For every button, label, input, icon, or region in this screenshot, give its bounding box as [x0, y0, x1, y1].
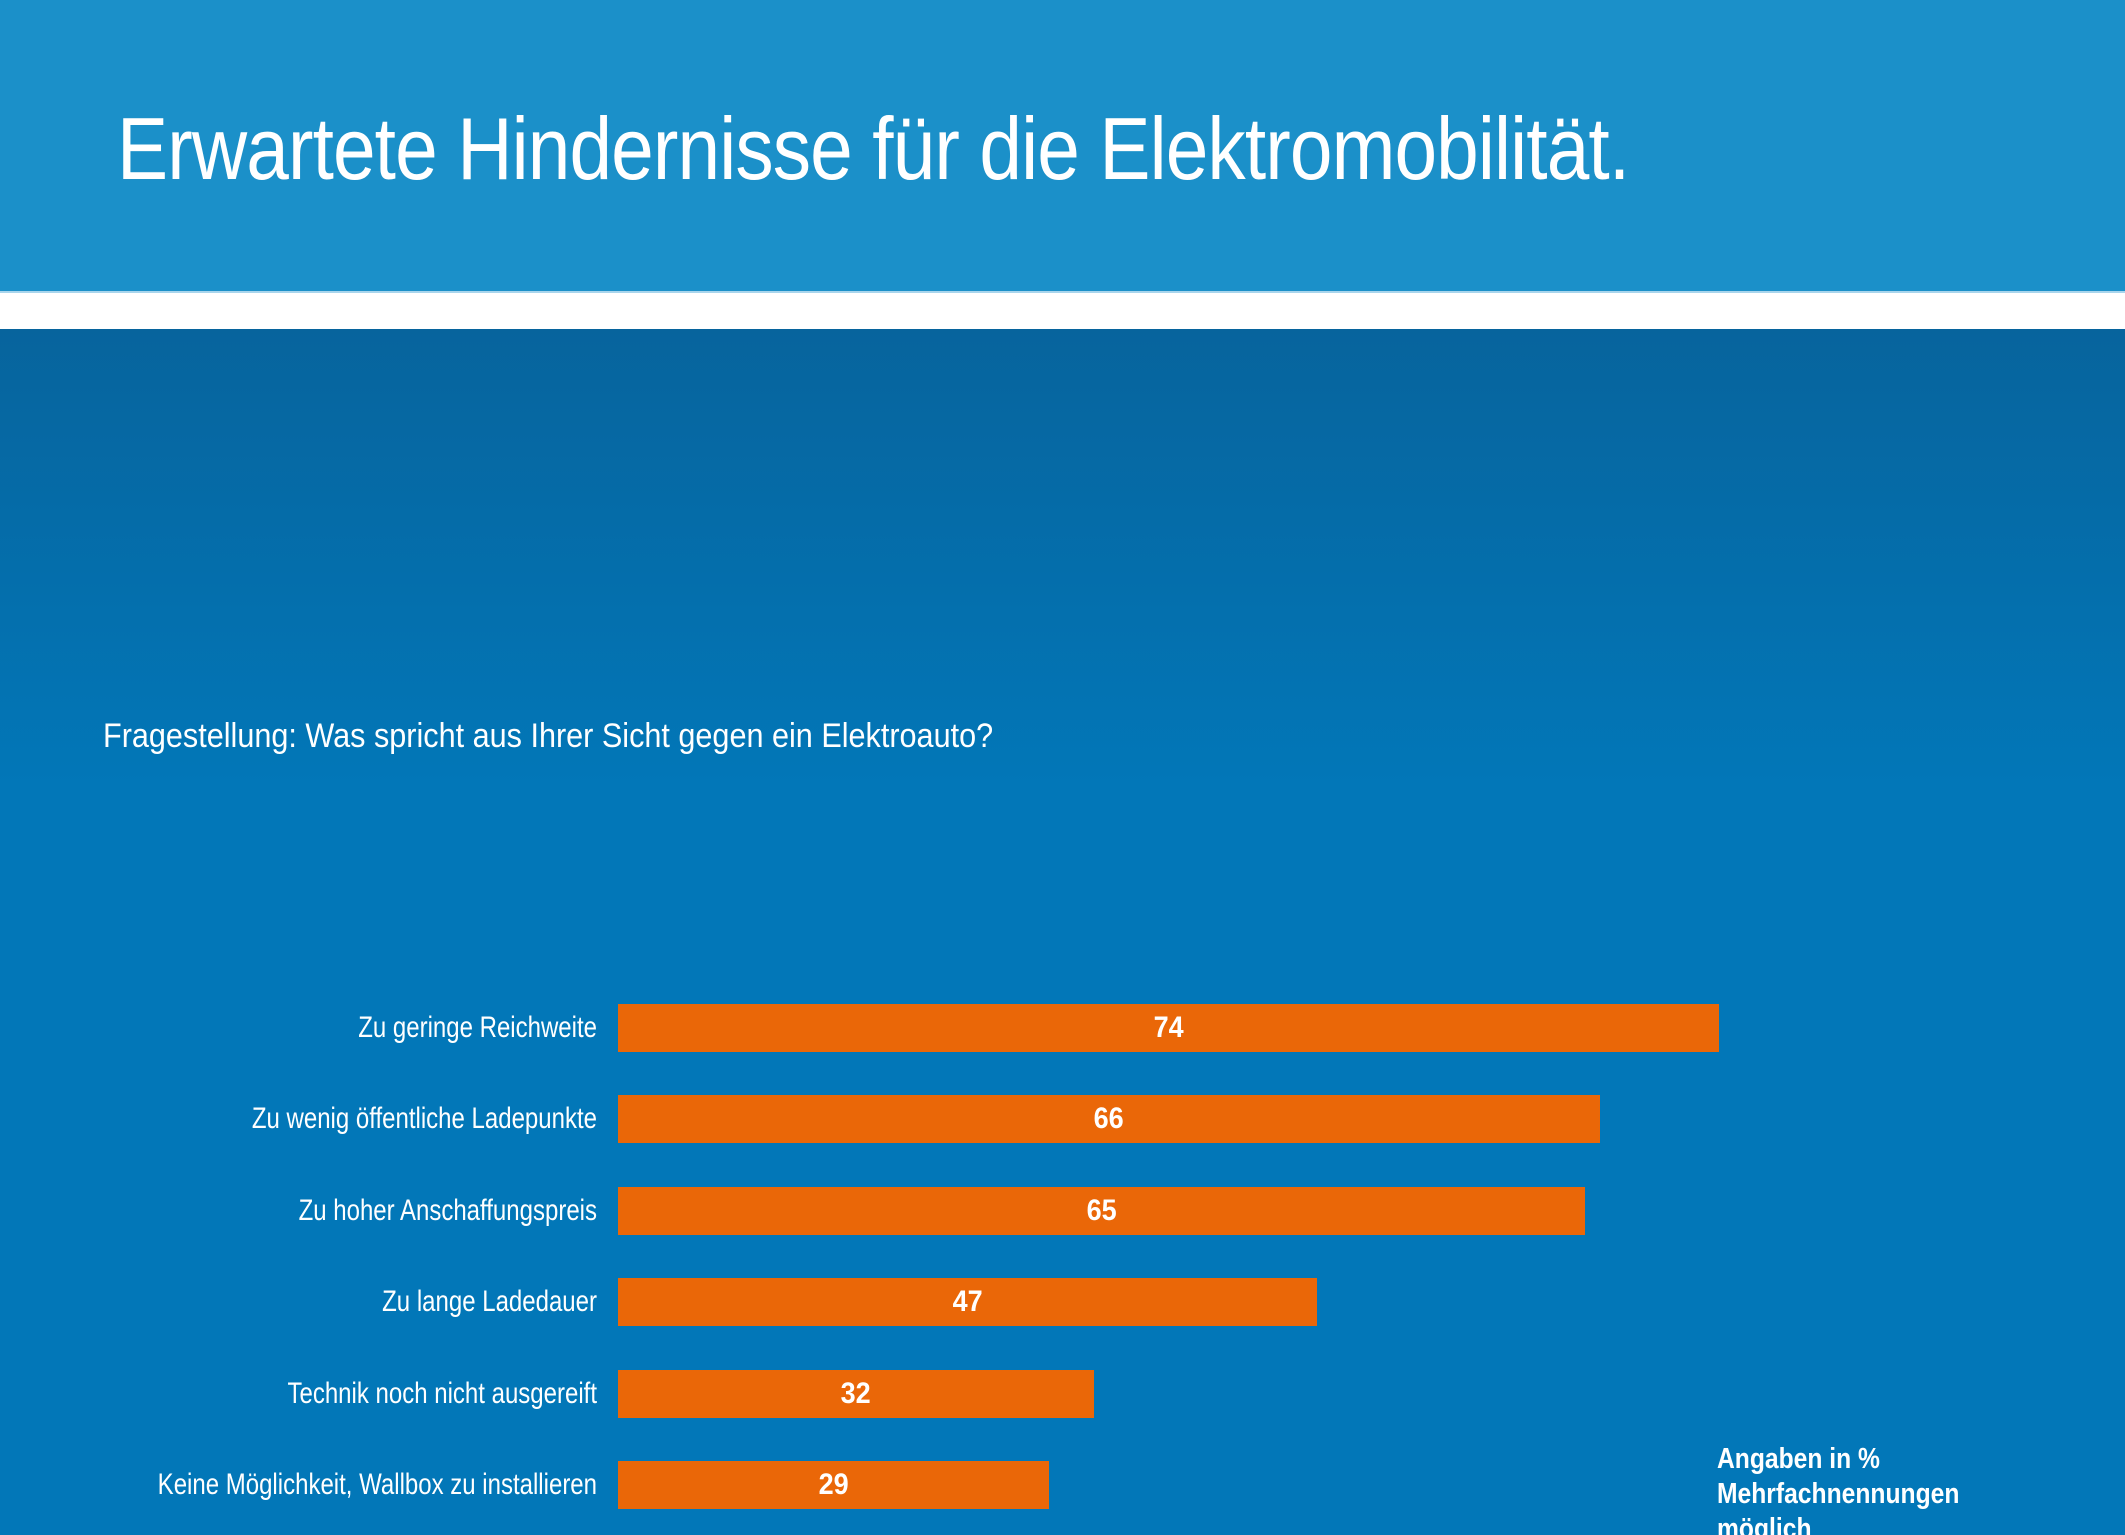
chart-row: Technik noch nicht ausgereift 32 [0, 1348, 2125, 1440]
category-label: Keine Möglichkeit, Wallbox zu installier… [157, 1468, 597, 1502]
bar-value-label: 65 [1086, 1193, 1117, 1227]
bar-value-label: 29 [818, 1468, 849, 1502]
bar-value-label: 47 [952, 1285, 983, 1319]
chart-row: Zu lange Ladedauer 47 [0, 1257, 2125, 1349]
footnote-line: Angaben in % [1717, 1443, 1880, 1475]
bar: 29 [618, 1461, 1050, 1510]
page-title: Erwartete Hindernisse für die Elektromob… [117, 99, 1630, 198]
question-text: Fragestellung: Was spricht aus Ihrer Sic… [103, 717, 994, 755]
bar-chart: Zu geringe Reichweite 74 Zu wenig öffent… [0, 982, 2125, 1535]
bar: 47 [618, 1278, 1318, 1327]
bar-value-label: 66 [1093, 1102, 1125, 1136]
category-label: Zu geringe Reichweite [358, 1010, 597, 1044]
chart-row: Keine Möglichkeit, Wallbox zu installier… [0, 1440, 2125, 1532]
bar-value-label: 74 [1153, 1010, 1184, 1044]
chart-row: Zu hoher Anschaffungspreis 65 [0, 1165, 2125, 1257]
category-label: Zu lange Ladedauer [382, 1285, 597, 1319]
chart-row: Zu wenig öffentliche Ladepunkte 66 [0, 1074, 2125, 1166]
category-label: Technik noch nicht ausgereift [287, 1376, 597, 1410]
category-label: Zu hoher Anschaffungspreis [298, 1193, 597, 1227]
chart-area: Fragestellung: Was spricht aus Ihrer Sic… [0, 329, 2125, 1535]
bar-value-label: 32 [841, 1376, 872, 1410]
footnote-line: Mehrfachnennungen [1717, 1478, 1960, 1510]
bar: 74 [618, 1003, 1719, 1052]
footnote-block: Angaben in % Mehrfachnennungen möglich [1717, 1442, 2003, 1535]
bar: 32 [618, 1369, 1095, 1418]
footnotes: Angaben in %MehrfachnennungenmöglichBasi… [1717, 1442, 2003, 1535]
bar: 65 [618, 1186, 1586, 1235]
footnote-line: möglich [1717, 1513, 1812, 1535]
header-banner: Erwartete Hindernisse für die Elektromob… [0, 0, 2125, 291]
divider-strip [0, 291, 2125, 329]
category-label: Zu wenig öffentliche Ladepunkte [251, 1102, 598, 1136]
chart-row: Zu geringe Reichweite 74 [0, 982, 2125, 1074]
bar: 66 [618, 1095, 1600, 1144]
